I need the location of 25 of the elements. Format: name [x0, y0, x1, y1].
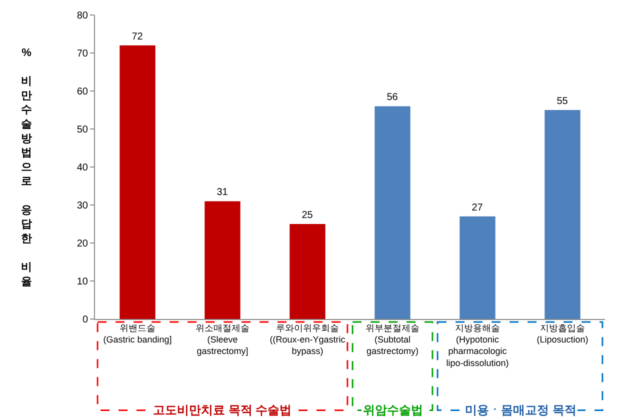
x-tick-label: 지방흡입술 (Liposuction)	[536, 322, 588, 344]
text: 고도비만치료 목적 수술법	[153, 403, 292, 417]
text: % 비만수술방법으로 응답한 비율	[21, 47, 32, 288]
data-label: 27	[472, 202, 484, 214]
y-tick-label: 10	[76, 276, 88, 288]
y-tick-label: 30	[76, 200, 88, 212]
data-label: 25	[302, 210, 314, 221]
y-tick-label: 50	[76, 124, 88, 136]
x-tick-label: 위밴드술 (Gastric banding]	[103, 322, 172, 344]
x-tick-label: 위부분절제술 (Subtotal gastrectomy)	[366, 322, 420, 356]
x-tick-label: 위소매절제술 (Sleeve gastrectomy]	[196, 322, 250, 356]
y-tick-label: 0	[82, 314, 88, 326]
y-tick-label: 70	[76, 48, 88, 60]
y-tick-label: 20	[76, 238, 88, 250]
data-label: 56	[386, 92, 398, 104]
y-tick-label: 40	[76, 162, 88, 174]
text: 미용ㆍ몸매교정 목적	[465, 403, 576, 417]
x-tick-label: 지방용해술 (Hypotonic pharmacologic lipo-dissolution)	[446, 322, 509, 368]
data-label: 55	[556, 96, 568, 107]
text: 위암수술법	[363, 403, 423, 417]
x-tick-label: 루와이위우회술 ((Roux-en-Ygastric bypass)	[270, 322, 346, 356]
y-tick-label: 80	[76, 10, 88, 22]
y-tick-label: 60	[76, 86, 88, 98]
data-label: 72	[132, 31, 144, 42]
data-label: 31	[216, 187, 228, 198]
